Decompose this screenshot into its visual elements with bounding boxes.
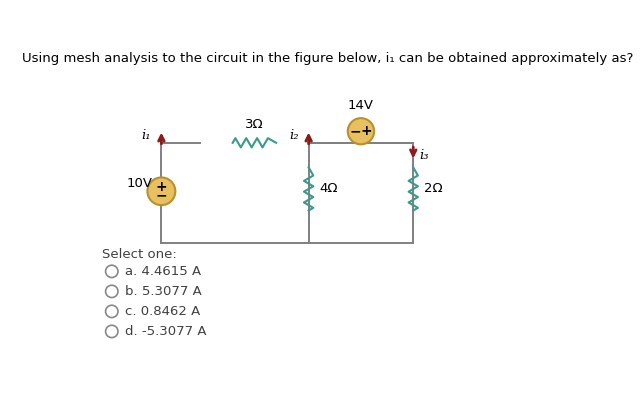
Text: d. -5.3077 A: d. -5.3077 A xyxy=(125,325,207,338)
Circle shape xyxy=(348,118,374,144)
Text: c. 0.8462 A: c. 0.8462 A xyxy=(125,305,200,318)
Text: a. 4.4615 A: a. 4.4615 A xyxy=(125,265,201,278)
Text: +: + xyxy=(360,124,372,138)
Text: Select one:: Select one: xyxy=(102,248,177,261)
Text: 14V: 14V xyxy=(348,99,374,112)
Text: +: + xyxy=(156,180,167,195)
Circle shape xyxy=(147,177,175,205)
Text: i₁: i₁ xyxy=(141,129,151,142)
Text: i₃: i₃ xyxy=(419,149,429,162)
Text: 2Ω: 2Ω xyxy=(424,182,443,195)
Text: b. 5.3077 A: b. 5.3077 A xyxy=(125,285,202,298)
Text: 3Ω: 3Ω xyxy=(245,118,264,131)
Text: 10V: 10V xyxy=(127,177,153,190)
Text: −: − xyxy=(349,124,362,138)
Text: −: − xyxy=(156,188,167,202)
Text: Using mesh analysis to the circuit in the figure below, i₁ can be obtained appro: Using mesh analysis to the circuit in th… xyxy=(22,52,634,65)
Text: 4Ω: 4Ω xyxy=(319,182,338,195)
Text: i₂: i₂ xyxy=(289,129,298,142)
